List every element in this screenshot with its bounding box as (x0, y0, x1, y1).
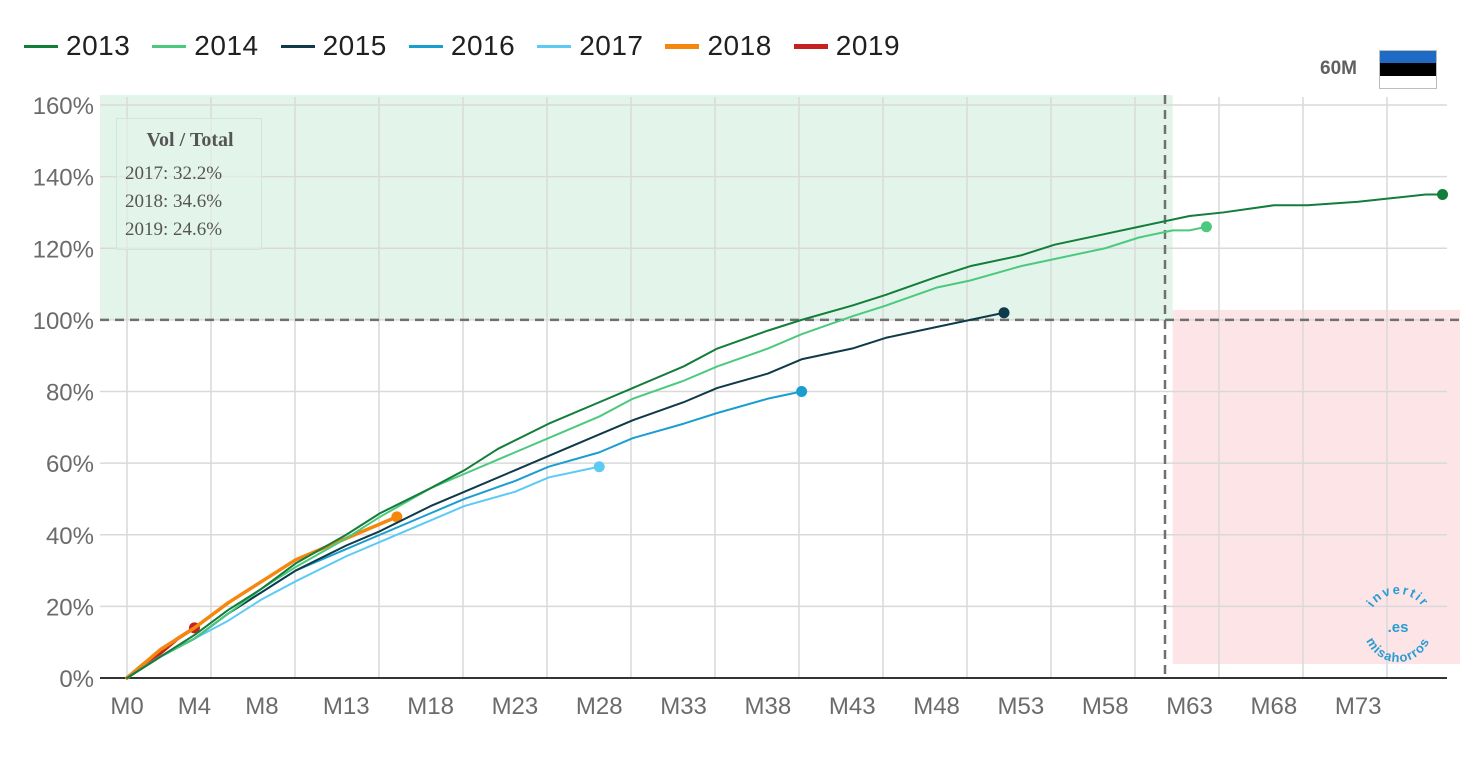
legend-label: 2017 (579, 30, 644, 61)
series-lines (125, 189, 1449, 680)
y-tick-label: 160% (33, 93, 94, 120)
series-line-2017 (126, 465, 601, 679)
legend-item-2019: 2019 (793, 30, 901, 62)
x-tick-label: M13 (323, 693, 370, 720)
watermark-top-text: invertir (1363, 582, 1433, 610)
legend-item-2016: 2016 (408, 30, 516, 62)
legend-item-2014: 2014 (152, 30, 258, 62)
series-endpoint-2018 (391, 511, 403, 523)
legend-item-2015: 2015 (280, 30, 387, 62)
series-line-2014 (126, 225, 1208, 679)
flag-stripe-bottom (1380, 75, 1436, 88)
series-endpoint-2013 (1437, 189, 1449, 201)
y-tick-label: 0% (59, 666, 94, 693)
legend-swatch (152, 44, 187, 48)
y-tick-label: 80% (46, 380, 94, 407)
legend-label: 2016 (450, 30, 516, 61)
series-endpoint-2014 (1200, 221, 1212, 233)
legend-swatch (408, 44, 443, 48)
legend-swatch (24, 44, 58, 48)
x-tick-label: M68 (1251, 693, 1298, 720)
legend-label: 2014 (194, 30, 259, 61)
series-line-2015 (126, 311, 1006, 679)
y-tick-label: 120% (33, 236, 94, 263)
info-line-2017: 2017: 32.2% (125, 163, 223, 184)
region-beyond-m62 (1172, 309, 1460, 664)
flag-stripe-top (1380, 51, 1436, 64)
legend-swatch (537, 44, 572, 48)
x-tick-label: M73 (1335, 693, 1382, 720)
region-above-100 (100, 95, 1173, 320)
x-tick-label: M8 (245, 693, 278, 720)
x-tick-label: M23 (492, 693, 539, 720)
y-tick-label: 100% (33, 308, 94, 335)
series-line-2013 (126, 193, 1444, 679)
x-tick-label: M4 (178, 693, 211, 720)
info-box-title: Vol / Total (146, 129, 234, 151)
legend-swatch (280, 44, 315, 48)
watermark-bottom-text: misahorros (1363, 634, 1432, 665)
y-tick-label: 140% (33, 165, 94, 192)
series-line-2018 (125, 515, 399, 680)
x-tick-label: M38 (745, 693, 792, 720)
grid-lines (100, 97, 1447, 679)
legend-item-2018: 2018 (665, 30, 771, 62)
x-tick-label: M48 (913, 693, 960, 720)
x-tick-label: M53 (998, 693, 1045, 720)
legend-label: 2015 (322, 30, 387, 61)
tick-labels: 0% 20% 40% 60% 80% 100% 120% 140% 160% M0 M4 M8 M13 M… (33, 93, 1382, 720)
series-endpoint-2015 (998, 307, 1010, 319)
info-line-2018: 2018: 34.6% (125, 191, 223, 212)
legend-swatch (665, 43, 700, 49)
x-tick-label: M58 (1082, 693, 1129, 720)
x-tick-label: M28 (576, 693, 623, 720)
y-tick-label: 40% (46, 523, 94, 550)
x-tick-label: M43 (829, 693, 876, 720)
legend-label: 2019 (835, 30, 901, 61)
invertirmisahorros-logo: invertir .es misahorros (1363, 582, 1433, 665)
legend-label: 2013 (66, 30, 131, 61)
x-tick-label: M18 (407, 693, 454, 720)
series-endpoint-2017 (593, 461, 605, 473)
country-badge-label: 60M (1320, 58, 1357, 79)
vol-total-box: Vol / Total 2017: 32.2% 2018: 34.6% 2019… (116, 118, 262, 250)
legend-label: 2018 (707, 30, 772, 61)
y-tick-label: 60% (46, 451, 94, 478)
reference-lines (100, 95, 1460, 678)
legend-item-2013: 2013 (24, 30, 130, 62)
x-tick-label: M0 (110, 693, 143, 720)
series-endpoint-2016 (796, 386, 808, 397)
estonia-flag-icon (1379, 50, 1437, 89)
shaded-regions (100, 95, 1460, 664)
watermark-center-text: .es (1388, 619, 1409, 636)
info-line-2019: 2019: 24.6% (125, 219, 223, 240)
legend-swatch (793, 43, 828, 49)
legend: 2013 2014 2015 2016 2017 2018 2019 (24, 30, 922, 62)
flag-stripe-middle (1380, 63, 1436, 76)
x-tick-label: M33 (660, 693, 707, 720)
x-tick-label: M63 (1166, 693, 1213, 720)
legend-item-2017: 2017 (537, 30, 643, 62)
y-tick-label: 20% (46, 594, 94, 621)
